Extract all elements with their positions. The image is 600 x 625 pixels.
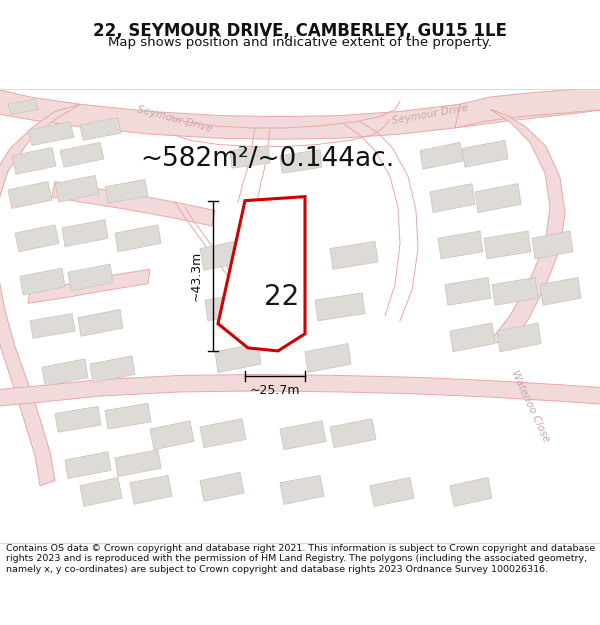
Polygon shape (445, 278, 491, 305)
Polygon shape (455, 89, 600, 128)
Text: Contains OS data © Crown copyright and database right 2021. This information is : Contains OS data © Crown copyright and d… (6, 544, 595, 574)
Text: 22: 22 (264, 283, 299, 311)
Polygon shape (280, 421, 326, 450)
Polygon shape (20, 268, 65, 295)
Polygon shape (540, 278, 581, 305)
Polygon shape (484, 231, 531, 259)
Text: Waterloo Close: Waterloo Close (509, 369, 551, 444)
Polygon shape (532, 231, 573, 259)
Polygon shape (200, 472, 244, 501)
Polygon shape (65, 452, 111, 479)
Polygon shape (12, 148, 56, 174)
Polygon shape (78, 309, 123, 336)
Polygon shape (280, 149, 322, 173)
Polygon shape (150, 421, 194, 450)
Polygon shape (8, 181, 52, 208)
Polygon shape (68, 264, 113, 291)
Polygon shape (115, 450, 161, 476)
Polygon shape (492, 278, 538, 305)
Polygon shape (462, 140, 508, 167)
Polygon shape (450, 323, 495, 352)
Text: Seymour Drive: Seymour Drive (391, 102, 469, 126)
Polygon shape (52, 181, 215, 226)
Polygon shape (80, 478, 122, 506)
Polygon shape (115, 225, 161, 252)
Polygon shape (105, 179, 148, 203)
Polygon shape (8, 99, 38, 114)
Polygon shape (450, 478, 492, 506)
Polygon shape (15, 225, 59, 252)
Polygon shape (218, 197, 305, 351)
Text: ~582m²/~0.144ac.: ~582m²/~0.144ac. (140, 146, 394, 172)
Polygon shape (42, 359, 88, 386)
Polygon shape (230, 146, 270, 168)
Polygon shape (475, 184, 521, 213)
Polygon shape (420, 142, 463, 169)
Polygon shape (205, 293, 251, 321)
Polygon shape (215, 344, 261, 372)
Text: Map shows position and indicative extent of the property.: Map shows position and indicative extent… (108, 36, 492, 49)
Polygon shape (130, 476, 172, 504)
Polygon shape (430, 184, 475, 213)
Text: ~43.3m: ~43.3m (190, 251, 203, 301)
Polygon shape (55, 406, 101, 432)
Polygon shape (90, 356, 135, 382)
Polygon shape (330, 419, 376, 447)
Text: ~25.7m: ~25.7m (250, 384, 300, 398)
Polygon shape (305, 344, 351, 372)
Polygon shape (315, 293, 365, 321)
Polygon shape (28, 269, 150, 303)
Text: 22, SEYMOUR DRIVE, CAMBERLEY, GU15 1LE: 22, SEYMOUR DRIVE, CAMBERLEY, GU15 1LE (93, 22, 507, 40)
Polygon shape (200, 241, 244, 270)
Polygon shape (280, 476, 324, 504)
Polygon shape (0, 374, 600, 406)
Polygon shape (497, 323, 541, 352)
Polygon shape (80, 118, 121, 140)
Polygon shape (0, 104, 80, 486)
Polygon shape (0, 89, 600, 139)
Polygon shape (105, 403, 151, 429)
Polygon shape (60, 142, 104, 167)
Polygon shape (330, 241, 378, 269)
Polygon shape (438, 231, 483, 259)
Polygon shape (370, 478, 414, 506)
Polygon shape (55, 176, 99, 203)
Polygon shape (28, 122, 74, 146)
Polygon shape (200, 419, 246, 447)
Polygon shape (62, 220, 108, 246)
Text: Seymour Drive: Seymour Drive (136, 104, 214, 134)
Polygon shape (490, 109, 565, 344)
Polygon shape (30, 314, 75, 338)
